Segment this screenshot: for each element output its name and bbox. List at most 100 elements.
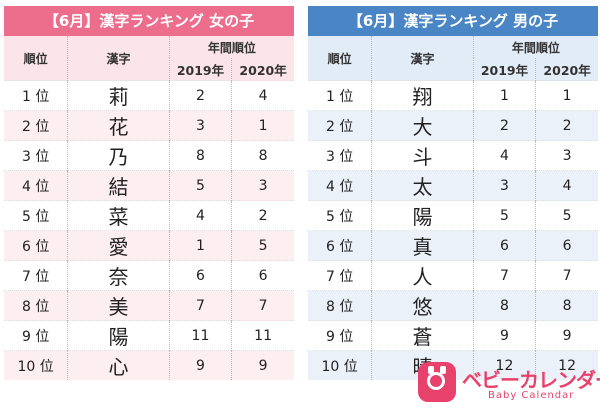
year-2019-cell: 11: [169, 320, 233, 351]
year-2020-cell: 4: [231, 80, 294, 111]
rank-cell: 8 位: [308, 290, 373, 321]
year-2019-cell: 5: [473, 200, 537, 231]
kanji-cell: 心: [67, 350, 170, 380]
rank-cell: 2 位: [308, 110, 373, 141]
year-2019-cell: 6: [169, 260, 233, 291]
girls-ranking-title: 【6月】漢字ランキング 女の子: [4, 6, 294, 36]
year-2020-cell: 7: [535, 260, 598, 291]
rank-cell: 3 位: [4, 140, 69, 171]
kanji-cell: 悠: [371, 290, 474, 321]
kanji-cell: 大: [371, 110, 474, 141]
rank-cell: 3 位: [308, 140, 373, 171]
kanji-cell: 翔: [371, 80, 474, 111]
rank-cell: 7 位: [308, 260, 373, 291]
year-2020-cell: 3: [535, 140, 598, 171]
year-2019-cell: 8: [473, 290, 537, 321]
year-2020-cell: 5: [535, 200, 598, 231]
girls-ranking-panel: 【6月】漢字ランキング 女の子 順位 漢字 年間順位 2019年 2020年 1…: [4, 6, 294, 380]
year-2019-cell: 7: [169, 290, 233, 321]
year-2020-cell: 3: [231, 170, 294, 201]
kanji-cell: 花: [67, 110, 170, 141]
rank-cell: 8 位: [4, 290, 69, 321]
year-2019-cell: 12: [473, 350, 537, 380]
year-2020-cell: 9: [535, 320, 598, 351]
year-2019-cell: 3: [473, 170, 537, 201]
year-2019-cell: 8: [169, 140, 233, 171]
rank-cell: 1 位: [308, 80, 373, 111]
year-2019-cell: 4: [169, 200, 233, 231]
kanji-cell: 結: [67, 170, 170, 201]
rank-cell: 7 位: [4, 260, 69, 291]
baby-calendar-logo: ベビーカレンダー Baby Calendar: [418, 362, 600, 406]
rank-cell: 4 位: [4, 170, 69, 201]
rank-cell: 9 位: [4, 320, 69, 351]
rank-cell: 6 位: [308, 230, 373, 261]
rank-cell: 10 位: [4, 350, 69, 380]
rank-cell: 10 位: [308, 350, 373, 380]
year-2019-cell: 9: [473, 320, 537, 351]
rank-cell: 4 位: [308, 170, 373, 201]
kanji-cell: 真: [371, 230, 474, 261]
year-2020-cell: 1: [535, 80, 598, 111]
rank-cell: 6 位: [4, 230, 69, 261]
kanji-cell: 蒼: [371, 320, 474, 351]
rank-cell: 9 位: [308, 320, 373, 351]
rank-cell: 5 位: [4, 200, 69, 231]
logo-name: ベビーカレンダー: [462, 368, 600, 392]
year-2019-cell: 9: [169, 350, 233, 380]
header-2019: 2019年: [473, 58, 537, 81]
rank-cell: 2 位: [4, 110, 69, 141]
logo-subtitle: Baby Calendar: [488, 390, 575, 401]
year-2019-cell: 1: [169, 230, 233, 261]
year-2020-cell: 7: [231, 290, 294, 321]
year-2019-cell: 6: [473, 230, 537, 261]
year-2019-cell: 7: [473, 260, 537, 291]
kanji-cell: 乃: [67, 140, 170, 171]
year-2019-cell: 2: [473, 110, 537, 141]
table-row: 10 位晴1212: [308, 350, 598, 380]
header-kanji: 漢字: [371, 36, 474, 81]
rank-cell: 1 位: [4, 80, 69, 111]
table-row: 9 位陽 11 11: [4, 320, 294, 351]
year-2020-cell: 8: [231, 140, 294, 171]
year-2020-cell: 2: [231, 200, 294, 231]
kanji-cell: 美: [67, 290, 170, 321]
rank-cell: 5 位: [308, 200, 373, 231]
kanji-cell: 人: [371, 260, 474, 291]
year-2019-cell: 1: [473, 80, 537, 111]
calendar-baby-icon: [418, 362, 456, 402]
year-2020-cell: 12: [535, 350, 598, 380]
kanji-cell: 斗: [371, 140, 474, 171]
header-rank: 順位: [4, 36, 69, 81]
year-2020-cell: 8: [535, 290, 598, 321]
kanji-cell: 陽: [67, 320, 170, 351]
boys-ranking-panel: 【6月】漢字ランキング 男の子 順位 漢字 年間順位 2019年 2020年 1…: [308, 6, 598, 380]
year-2020-cell: 11: [231, 320, 294, 351]
year-2020-cell: 2: [535, 110, 598, 141]
kanji-cell: 愛: [67, 230, 170, 261]
header-2019: 2019年: [169, 58, 233, 81]
kanji-cell: 奈: [67, 260, 170, 291]
year-2020-cell: 5: [231, 230, 294, 261]
year-2019-cell: 5: [169, 170, 233, 201]
kanji-cell: 菜: [67, 200, 170, 231]
year-2020-cell: 6: [535, 230, 598, 261]
header-rank: 順位: [308, 36, 373, 81]
